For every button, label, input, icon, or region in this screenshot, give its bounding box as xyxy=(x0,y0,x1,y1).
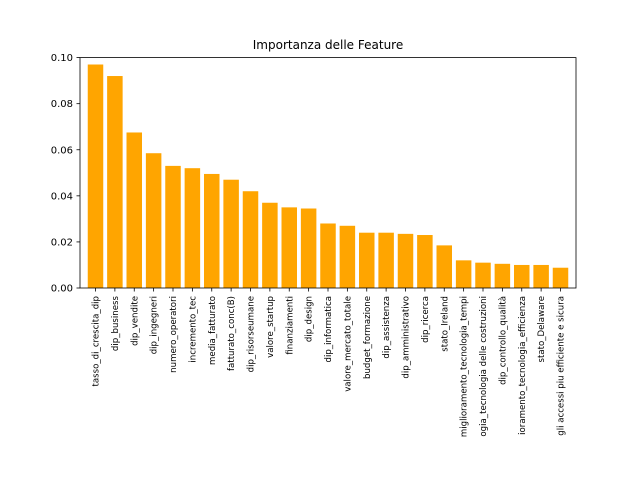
y-tick-label: 0.02 xyxy=(51,237,73,248)
x-tick-label: numero_operatori xyxy=(169,296,179,373)
bar-finanziamenti xyxy=(281,207,297,288)
bar-dip_controllo_qualità xyxy=(494,263,511,288)
plot-frame xyxy=(79,57,577,289)
y-tick-label: 0.04 xyxy=(51,191,73,202)
x-tick-label: dip_risorseumane xyxy=(247,296,257,372)
bar-tasso_di_crescita_dip xyxy=(87,64,104,288)
bar-dip_vendite xyxy=(126,132,142,288)
bar-miglioramento_tecnologia_tempi xyxy=(455,260,472,288)
bar-valore_mercato_totale xyxy=(339,225,356,288)
bar-ioramento_tecnologia_efficienza xyxy=(514,264,530,288)
x-tick-label: finanziamenti xyxy=(285,296,295,355)
y-tick-label: 0.00 xyxy=(51,284,73,295)
x-tick-label: ioramento_tecnologia_efficienza xyxy=(518,296,528,435)
x-tick-label: dip_ricerca xyxy=(421,296,431,343)
bar-fatturato_conc(B) xyxy=(223,179,239,288)
bar-gli accessi piu efficiente e sicura xyxy=(552,267,569,288)
x-tick-label: dip_controllo_qualità xyxy=(498,296,508,385)
y-tick-label: 0.06 xyxy=(51,145,73,156)
x-tick-label: tasso_di_crescita_dip xyxy=(92,296,102,386)
x-tick-label: budget_formazione xyxy=(363,296,373,379)
x-tick-label: media_fatturato xyxy=(208,296,218,365)
x-tick-label: valore_mercato_totale xyxy=(343,296,353,392)
x-tick-label: dip_business xyxy=(111,295,121,351)
x-tick-label: stato_Delaware xyxy=(537,296,547,363)
x-tick-label: dip_assistenza xyxy=(382,296,392,359)
x-tick-label: stato_Ireland xyxy=(440,296,450,352)
bar-stato_Delaware xyxy=(533,264,549,288)
bar-dip_business xyxy=(107,76,123,288)
bar-dip_risorseumane xyxy=(242,191,259,288)
bar-ogia_tecnologia delle costruzioni xyxy=(475,262,491,288)
x-tick-label: dip_amministrativo xyxy=(402,296,412,379)
bar-numero_operatori xyxy=(165,165,181,288)
bars-group xyxy=(87,64,569,288)
x-tick-label: fatturato_conc(B) xyxy=(227,296,237,371)
bar-incremento_tec xyxy=(184,168,201,288)
bar-valore_startup xyxy=(262,202,278,288)
x-tick-label: dip_design xyxy=(305,296,315,342)
bar-dip_design xyxy=(300,208,317,288)
x-tick-label: valore_startup xyxy=(266,296,276,358)
bar-media_fatturato xyxy=(204,173,220,288)
y-tick-label: 0.10 xyxy=(51,53,73,64)
x-tick-label: gli accessi piu efficiente e sicura xyxy=(557,296,567,436)
y-tick-label: 0.08 xyxy=(51,99,73,110)
x-tick-label: incremento_tec xyxy=(188,296,198,363)
bar-dip_assistenza xyxy=(378,232,394,288)
bar-stato_Ireland xyxy=(436,245,452,288)
x-tick-label: dip_ingegneri xyxy=(150,296,160,354)
bar-dip_ricerca xyxy=(417,235,433,288)
bar-dip_ingegneri xyxy=(145,153,162,288)
x-tick-label: ogia_tecnologia delle costruzioni xyxy=(479,296,489,437)
bar-budget_formazione xyxy=(359,232,375,288)
x-axis: tasso_di_crescita_dip dip_business dip_ven… xyxy=(92,288,567,437)
bar-dip_informatica xyxy=(320,223,336,288)
x-tick-label: dip_informatica xyxy=(324,296,334,362)
chart-title: Importanza delle Feature xyxy=(253,38,403,52)
bar-dip_amministrativo xyxy=(397,233,414,288)
y-axis: 0.00 0.02 0.04 0.06 0.08 0.10 xyxy=(51,53,80,295)
x-tick-label: miglioramento_tecnologia_tempi xyxy=(460,296,470,437)
x-tick-label: dip_vendite xyxy=(130,296,140,346)
